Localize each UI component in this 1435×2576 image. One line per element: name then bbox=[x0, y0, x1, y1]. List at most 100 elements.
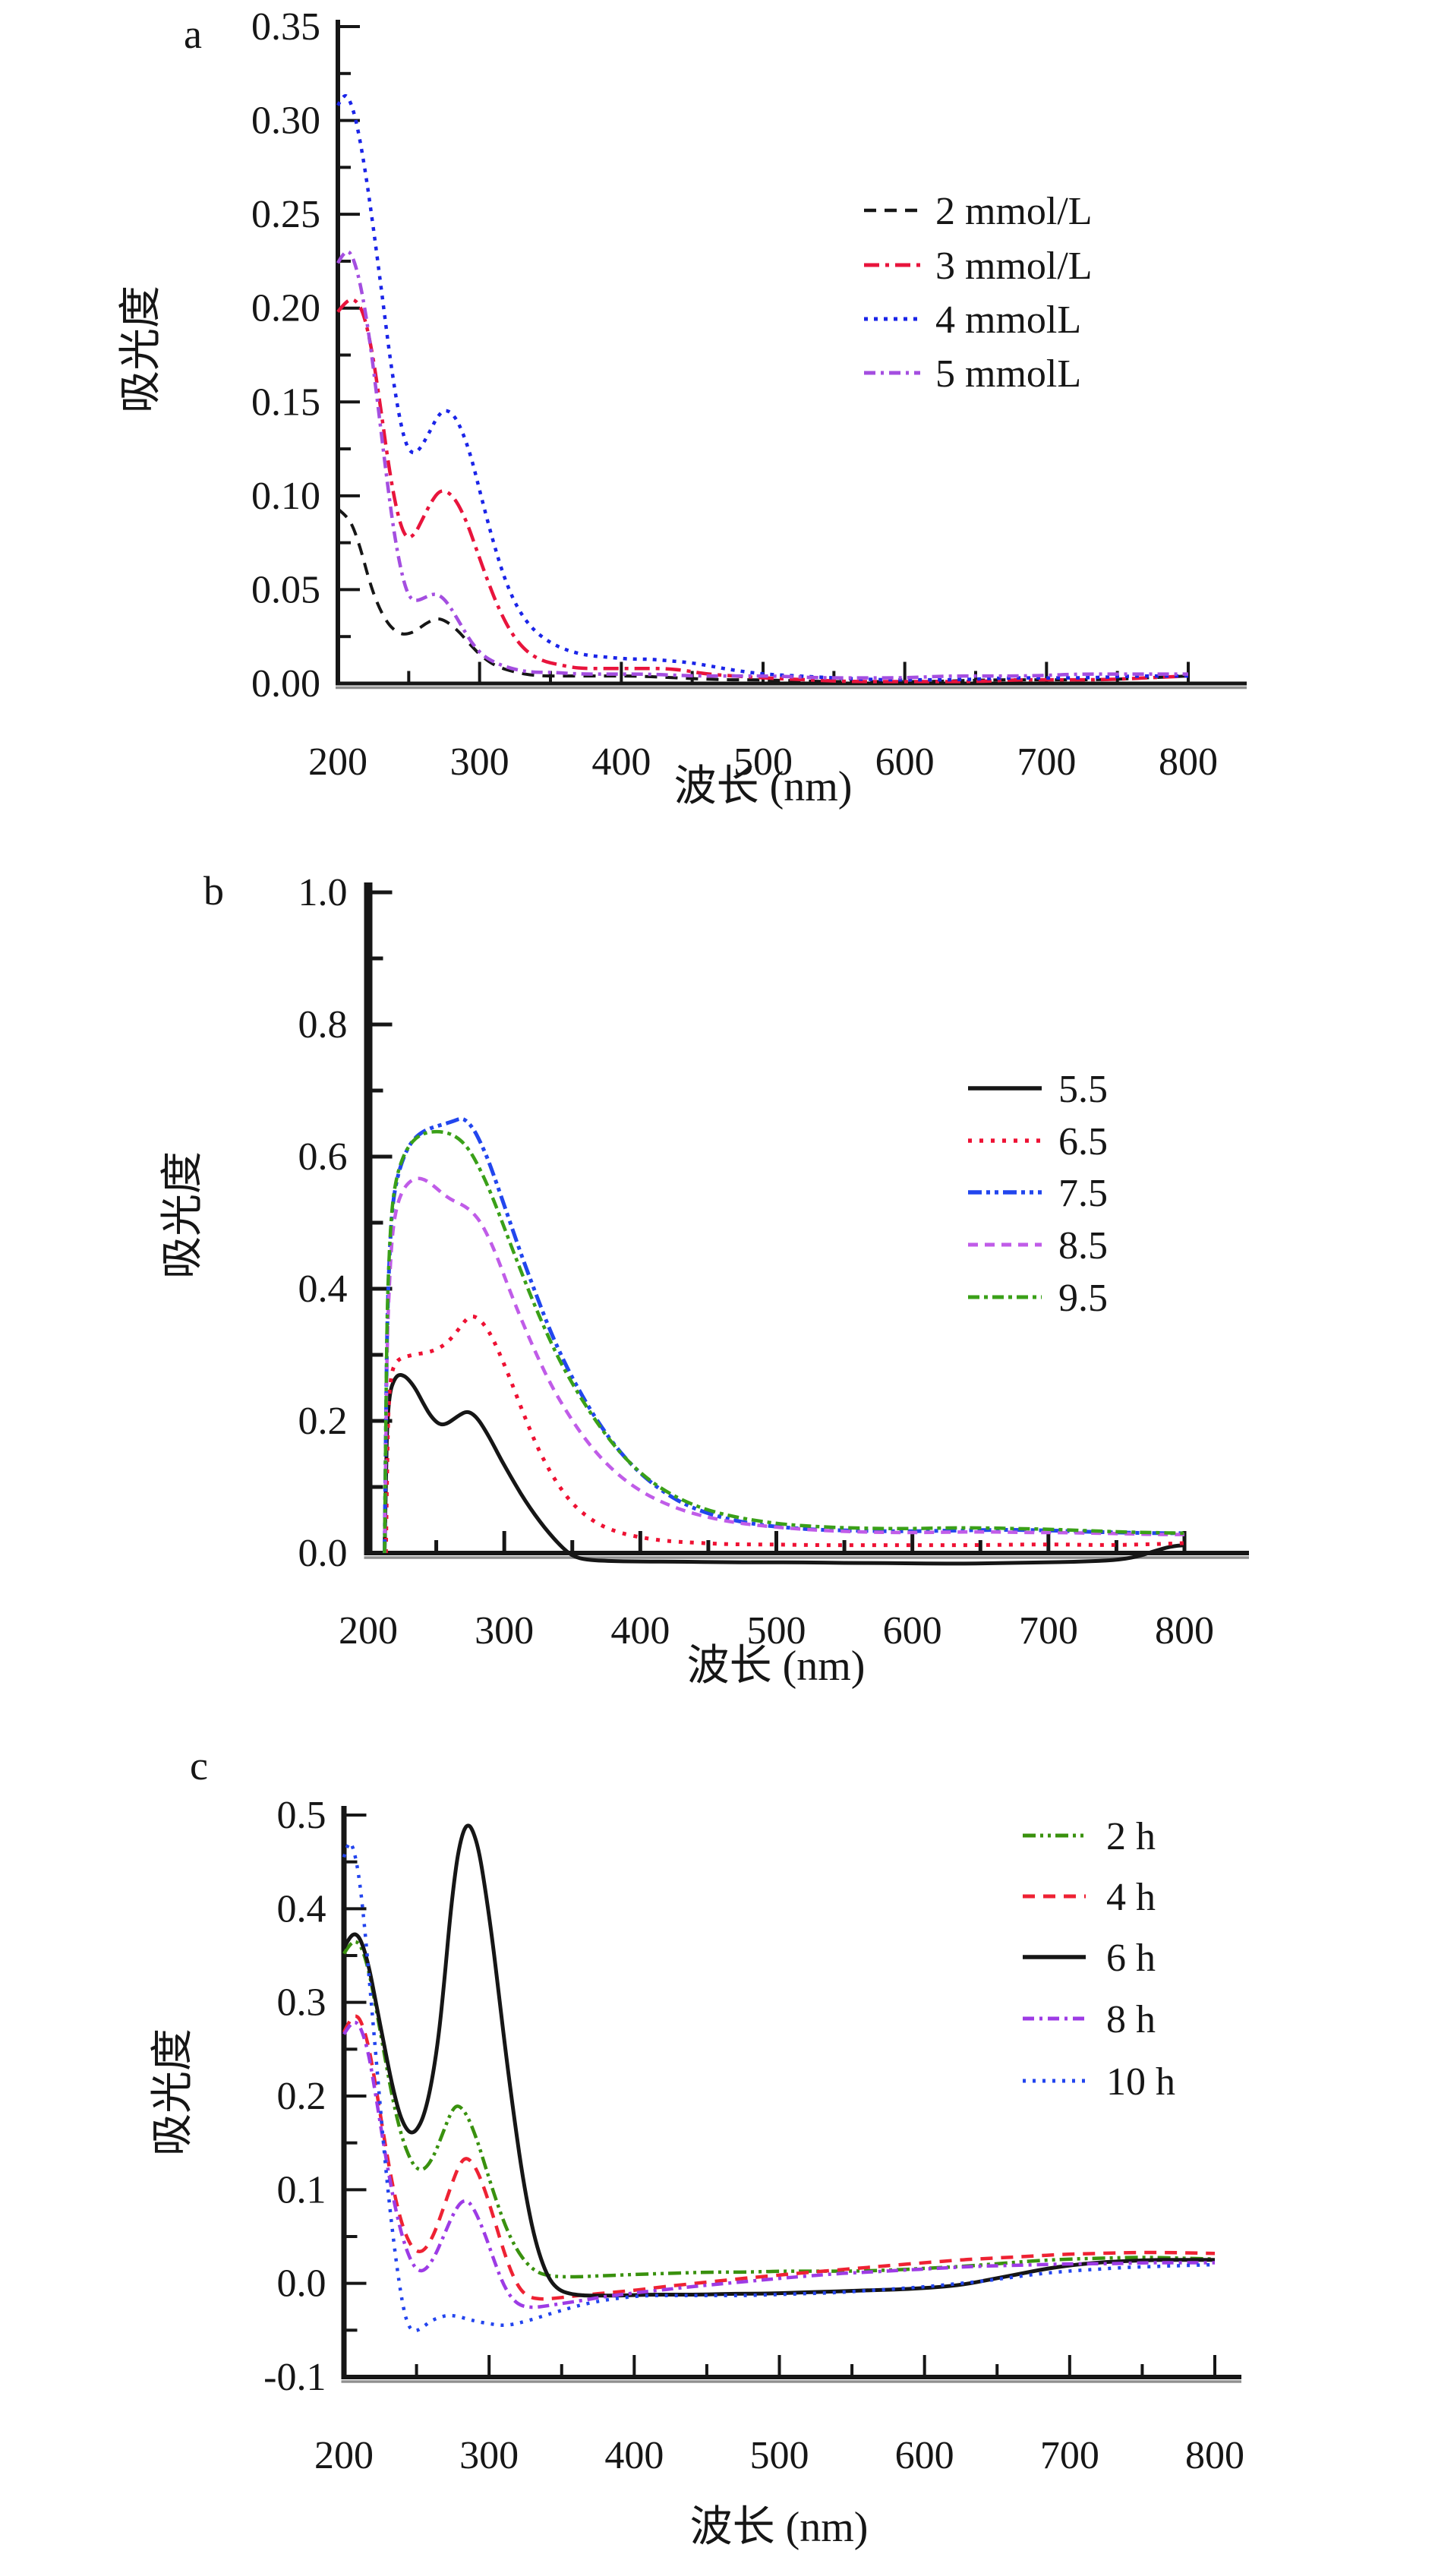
legend-item-c-1: 4 h bbox=[1023, 1876, 1156, 1919]
y-tick-label: 0.05 bbox=[251, 568, 320, 611]
legend-label: 6.5 bbox=[1058, 1120, 1108, 1163]
x-tick-label: 500 bbox=[750, 2434, 809, 2477]
x-tick-label: 800 bbox=[1155, 1609, 1214, 1653]
legend-item-a-2: 4 mmolL bbox=[864, 298, 1081, 342]
x-tick-label: 300 bbox=[459, 2434, 519, 2477]
series-line-a-5-mmoll bbox=[336, 250, 1188, 680]
legend-item-a-0: 2 mmol/L bbox=[864, 190, 1093, 233]
x-tick-label: 400 bbox=[591, 740, 651, 784]
y-tick-label: 0.2 bbox=[298, 1400, 348, 1443]
panel-c-ylabel: 吸光度 bbox=[149, 2028, 197, 2156]
series-line-b-7-5 bbox=[383, 1116, 1184, 1554]
x-tick-label: 700 bbox=[1040, 2434, 1099, 2477]
y-tick-label: 0.6 bbox=[298, 1135, 348, 1179]
series-line-b-8-5 bbox=[383, 1176, 1184, 1554]
x-tick-label: 600 bbox=[875, 740, 935, 784]
y-tick-label: -0.1 bbox=[263, 2356, 326, 2399]
legend-label: 2 h bbox=[1106, 1815, 1156, 1858]
series-line-a-4-mmoll bbox=[336, 93, 1188, 682]
y-tick-label: 0.20 bbox=[251, 287, 320, 330]
panel-b: 200 300 400 500 600 700 800 0.0 0.2 0.4 0.6 0.8 1.0 5… bbox=[298, 871, 1249, 1653]
series-line-a-2-mmol-l bbox=[336, 507, 1189, 683]
panel-a: 200 300 400 500 600 700 800 0.00 0.05 0.10 0.15 0.2… bbox=[251, 5, 1247, 784]
y-tick-label: 0.3 bbox=[277, 1981, 326, 2025]
x-tick-label: 400 bbox=[610, 1609, 670, 1653]
x-tick-label: 500 bbox=[747, 1609, 806, 1653]
y-tick-label: 0.25 bbox=[251, 193, 320, 236]
series-line-c-10-h bbox=[342, 1841, 1216, 2333]
legend-c: 2 h 4 h 6 h 8 h 10 h bbox=[1023, 1815, 1175, 2104]
y-tick-label: 0.5 bbox=[277, 1794, 326, 1837]
x-tick-label: 300 bbox=[450, 740, 509, 784]
panel-c: 200 300 400 500 600 700 800 -0.1 0.0 0.1 0.2 0.3 0.4… bbox=[263, 1794, 1244, 2477]
x-tick-label: 300 bbox=[475, 1609, 534, 1653]
ticks-a: 200 300 400 500 600 700 800 0.00 0.05 0.10 0.15 0.2… bbox=[251, 5, 1218, 784]
x-tick-label: 500 bbox=[733, 740, 793, 784]
y-tick-label: 0.1 bbox=[277, 2168, 326, 2211]
y-tick-label: 0.0 bbox=[298, 1532, 348, 1575]
x-tick-label: 200 bbox=[314, 2434, 374, 2477]
x-tick-label: 700 bbox=[1019, 1609, 1078, 1653]
legend-label: 4 mmolL bbox=[935, 298, 1081, 342]
x-tick-label: 600 bbox=[883, 1609, 942, 1653]
legend-label: 4 h bbox=[1106, 1876, 1156, 1919]
x-tick-label: 200 bbox=[308, 740, 367, 784]
legend-item-a-1: 3 mmol/L bbox=[864, 245, 1093, 288]
legend-label: 7.5 bbox=[1058, 1172, 1108, 1215]
legend-item-a-3: 5 mmolL bbox=[864, 352, 1081, 396]
panel-b-ylabel: 吸光度 bbox=[159, 1151, 207, 1279]
panel-b-xlabel: 波长 (nm) bbox=[686, 1643, 866, 1690]
y-tick-label: 0.35 bbox=[251, 5, 320, 49]
series-group-b bbox=[383, 1116, 1185, 1566]
legend-item-b-0: 5.5 bbox=[968, 1068, 1108, 1111]
x-tick-label: 400 bbox=[604, 2434, 664, 2477]
panel-b-letter: b bbox=[203, 868, 224, 914]
legend-item-c-0: 2 h bbox=[1023, 1815, 1156, 1858]
legend-item-c-3: 8 h bbox=[1023, 1998, 1156, 2041]
legend-label: 5.5 bbox=[1058, 1068, 1108, 1111]
y-tick-label: 1.0 bbox=[298, 871, 348, 914]
series-line-b-6-5 bbox=[383, 1314, 1185, 1554]
y-tick-label: 0.00 bbox=[251, 662, 320, 706]
series-line-c-6-h bbox=[342, 1823, 1215, 2298]
x-tick-label: 700 bbox=[1017, 740, 1076, 784]
ticks-c: 200 300 400 500 600 700 800 -0.1 0.0 0.1 0.2 0.3 0.4… bbox=[263, 1794, 1244, 2477]
x-tick-label: 800 bbox=[1185, 2434, 1244, 2477]
legend-a: 2 mmol/L 3 mmol/L 4 mmolL 5 mmolL bbox=[864, 190, 1093, 396]
x-tick-label: 800 bbox=[1159, 740, 1218, 784]
series-line-c-2-h bbox=[342, 1940, 1216, 2279]
y-tick-label: 0.2 bbox=[277, 2075, 326, 2118]
legend-label: 8.5 bbox=[1058, 1224, 1108, 1267]
legend-item-b-1: 6.5 bbox=[968, 1120, 1108, 1163]
series-line-b-5-5 bbox=[383, 1372, 1185, 1566]
y-tick-label: 0.30 bbox=[251, 99, 320, 143]
y-tick-label: 0.15 bbox=[251, 380, 320, 424]
legend-item-c-4: 10 h bbox=[1023, 2060, 1175, 2104]
legend-item-b-3: 8.5 bbox=[968, 1224, 1108, 1267]
legend-item-b-4: 9.5 bbox=[968, 1277, 1108, 1320]
x-tick-label: 600 bbox=[895, 2434, 954, 2477]
panel-a-ylabel: 吸光度 bbox=[117, 286, 165, 413]
series-line-c-8-h bbox=[342, 2020, 1215, 2309]
series-group-a bbox=[336, 93, 1189, 683]
y-tick-label: 0.4 bbox=[298, 1267, 348, 1311]
legend-label: 5 mmolL bbox=[935, 352, 1081, 396]
panel-a-letter: a bbox=[184, 11, 202, 57]
x-tick-label: 200 bbox=[339, 1609, 398, 1653]
legend-b: 5.5 6.5 7.5 8.5 9.5 bbox=[968, 1068, 1108, 1320]
ticks-b: 200 300 400 500 600 700 800 0.0 0.2 0.4 0.6 0.8 1.0 bbox=[298, 871, 1215, 1653]
legend-label: 6 h bbox=[1106, 1937, 1156, 1980]
y-tick-label: 0.4 bbox=[277, 1887, 326, 1930]
legend-label: 9.5 bbox=[1058, 1277, 1108, 1320]
series-group-c bbox=[342, 1823, 1216, 2333]
legend-label: 8 h bbox=[1106, 1998, 1156, 2041]
legend-item-b-2: 7.5 bbox=[968, 1172, 1108, 1215]
panel-c-xlabel: 波长 (nm) bbox=[689, 2504, 869, 2551]
y-tick-label: 0.8 bbox=[298, 1003, 348, 1046]
legend-item-c-2: 6 h bbox=[1023, 1937, 1156, 1980]
y-tick-label: 0.10 bbox=[251, 475, 320, 518]
legend-label: 2 mmol/L bbox=[935, 190, 1093, 233]
legend-label: 10 h bbox=[1106, 2060, 1175, 2104]
